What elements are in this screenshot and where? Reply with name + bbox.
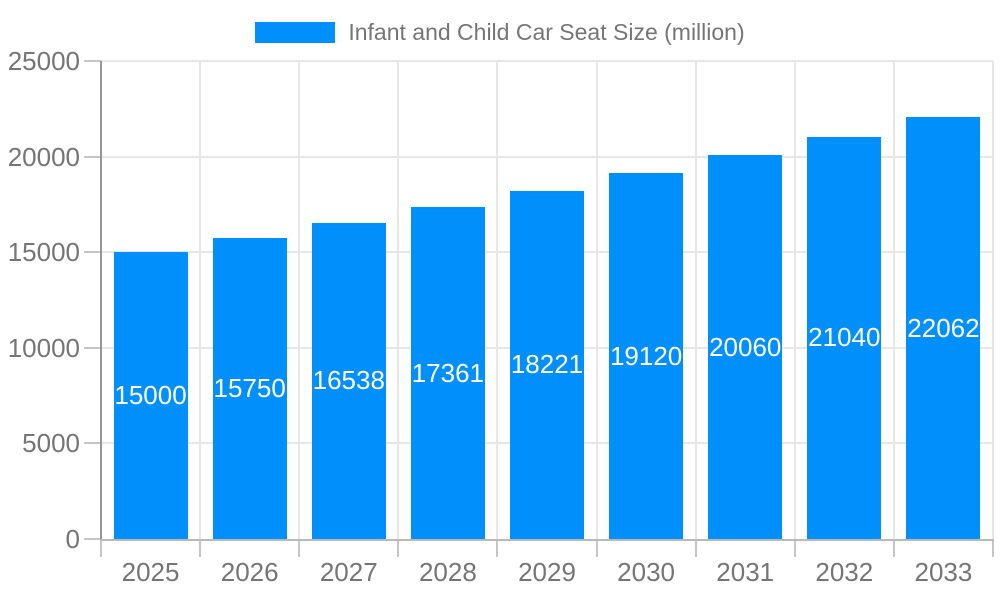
legend-label: Infant and Child Car Seat Size (million) — [348, 19, 745, 45]
v-gridline — [992, 61, 994, 539]
x-axis-tick-label: 2032 — [815, 557, 874, 587]
bar-2029[interactable]: 18221 — [510, 190, 584, 539]
x-axis-tick — [397, 540, 400, 557]
chart-legend: Infant and Child Car Seat Size (million) — [0, 18, 1000, 47]
x-axis-tick — [595, 540, 598, 557]
y-axis-tick-label: 0 — [65, 524, 80, 554]
y-axis-tick — [84, 60, 101, 62]
bar-value-label: 16538 — [312, 365, 385, 396]
v-gridline — [199, 61, 202, 539]
v-gridline — [496, 61, 499, 539]
v-gridline — [397, 61, 400, 539]
x-axis-line — [100, 539, 994, 541]
bar-value-label: 15750 — [213, 372, 286, 403]
legend-item[interactable]: Infant and Child Car Seat Size (million) — [255, 18, 745, 47]
x-axis-tick — [298, 540, 301, 557]
x-axis-tick — [199, 540, 202, 557]
v-gridline — [595, 61, 598, 539]
bar-value-label: 17361 — [411, 357, 485, 388]
x-axis-tick-label: 2027 — [319, 557, 378, 587]
y-axis-tick-label: 15000 — [7, 237, 80, 268]
x-axis-tick-label: 2030 — [617, 557, 676, 587]
x-axis-tick-label: 2025 — [121, 557, 180, 587]
h-gridline — [101, 60, 993, 62]
x-axis-tick — [496, 540, 499, 557]
x-axis-tick — [793, 540, 796, 557]
x-axis-tick-label: 2031 — [716, 557, 775, 587]
bar-value-label: 18221 — [510, 349, 584, 380]
legend-swatch-icon — [255, 22, 336, 43]
x-axis-tick-label: 2029 — [518, 557, 576, 587]
bar-2027[interactable]: 16538 — [311, 222, 386, 539]
y-axis-tick — [84, 346, 101, 349]
v-gridline — [694, 61, 697, 539]
bar-2026[interactable]: 15750 — [212, 237, 287, 539]
x-axis-tick-label: 2026 — [220, 557, 279, 587]
y-axis-tick — [84, 251, 101, 254]
y-axis-tick — [84, 538, 101, 540]
y-axis-tick — [84, 442, 101, 445]
x-axis-tick — [694, 540, 697, 557]
x-axis-tick — [100, 540, 102, 557]
bar-2025[interactable]: 15000 — [113, 252, 188, 539]
bar-value-label: 19120 — [609, 340, 683, 371]
x-axis-tick-label: 2028 — [418, 557, 477, 587]
x-axis-tick — [992, 540, 994, 557]
y-axis-tick-label: 25000 — [7, 46, 80, 76]
bar-2028[interactable]: 17361 — [410, 207, 485, 539]
y-axis-line — [100, 61, 102, 541]
bar-value-label: 22062 — [907, 312, 980, 343]
y-axis-tick-label: 10000 — [7, 332, 80, 363]
y-axis-tick-label: 20000 — [7, 141, 80, 172]
v-gridline — [892, 61, 895, 539]
bar-2033[interactable]: 22062 — [906, 117, 981, 539]
bar-value-label: 20060 — [709, 331, 782, 362]
x-axis-tick — [892, 540, 895, 557]
x-axis-tick-label: 2033 — [914, 557, 973, 587]
bar-value-label: 15000 — [114, 380, 187, 411]
y-axis-tick — [84, 155, 101, 158]
v-gridline — [793, 61, 796, 539]
h-gridline — [101, 155, 993, 158]
bar-2030[interactable]: 19120 — [609, 173, 684, 539]
bar-2031[interactable]: 20060 — [708, 155, 783, 539]
y-axis-tick-label: 5000 — [22, 428, 80, 459]
bar-2032[interactable]: 21040 — [807, 136, 882, 539]
bar-value-label: 21040 — [808, 322, 881, 353]
v-gridline — [298, 61, 301, 539]
